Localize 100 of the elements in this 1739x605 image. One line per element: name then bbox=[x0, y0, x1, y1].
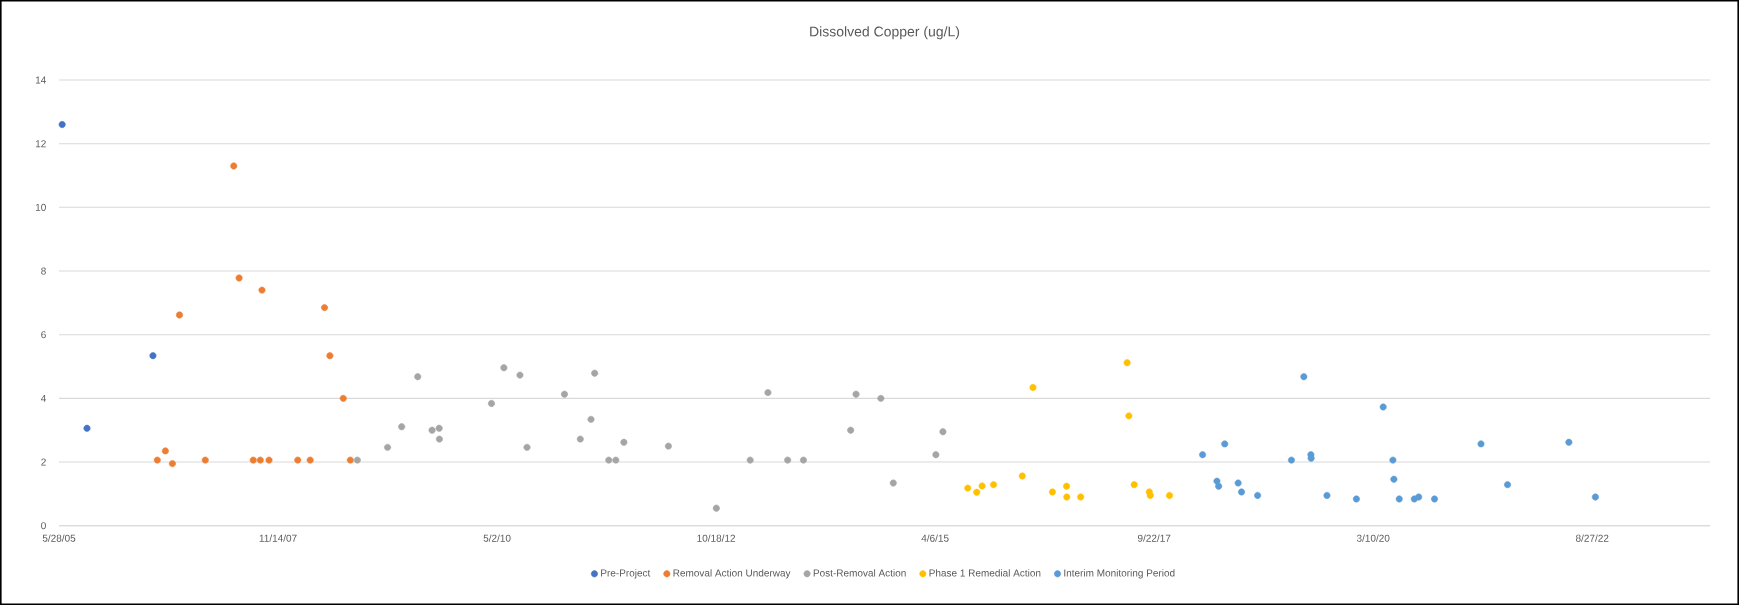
point bbox=[1390, 475, 1398, 483]
point bbox=[1221, 440, 1229, 448]
y-tick-label: 12 bbox=[35, 140, 46, 148]
point bbox=[161, 447, 169, 455]
point bbox=[1352, 495, 1360, 503]
point bbox=[1323, 491, 1331, 499]
point bbox=[1215, 482, 1223, 490]
point bbox=[1504, 481, 1511, 489]
point bbox=[1238, 488, 1245, 496]
point bbox=[1018, 472, 1026, 480]
point bbox=[1077, 493, 1085, 501]
point bbox=[1300, 373, 1308, 381]
point bbox=[500, 364, 508, 372]
point bbox=[1379, 403, 1387, 411]
point bbox=[746, 456, 754, 464]
point bbox=[889, 479, 897, 487]
point bbox=[168, 460, 176, 468]
point bbox=[620, 438, 628, 446]
point bbox=[321, 304, 328, 312]
y-tick-label: 8 bbox=[41, 267, 46, 275]
point bbox=[488, 399, 495, 407]
point bbox=[1254, 491, 1262, 499]
point bbox=[973, 488, 981, 496]
x-tick-label: 3/10/20 bbox=[1356, 534, 1390, 542]
point bbox=[1415, 493, 1423, 501]
point bbox=[235, 274, 243, 282]
point bbox=[258, 286, 266, 294]
point bbox=[1166, 491, 1173, 499]
legend-label: Post-Removal Action bbox=[813, 569, 906, 577]
x-tick-label: 5/2/10 bbox=[483, 534, 511, 542]
point bbox=[852, 390, 860, 398]
point bbox=[339, 394, 347, 402]
point bbox=[435, 435, 443, 443]
x-tick-label: 11/14/07 bbox=[259, 534, 297, 542]
legend-label: Pre-Project bbox=[601, 569, 651, 579]
point bbox=[964, 484, 972, 492]
point bbox=[1063, 493, 1071, 501]
y-tick-label: 0 bbox=[41, 522, 46, 530]
y-tick-label: 6 bbox=[41, 331, 46, 339]
point bbox=[1130, 481, 1138, 489]
point bbox=[1199, 451, 1207, 459]
point bbox=[294, 456, 302, 464]
point bbox=[1063, 482, 1071, 490]
point bbox=[1029, 384, 1037, 391]
point bbox=[877, 394, 885, 402]
point bbox=[346, 456, 354, 464]
y-tick-label: 4 bbox=[40, 394, 47, 402]
point bbox=[428, 426, 436, 434]
x-tick-label: 5/28/05 bbox=[42, 534, 76, 542]
point bbox=[712, 504, 720, 512]
point bbox=[306, 456, 314, 464]
point bbox=[149, 352, 157, 360]
x-tick-label: 4/6/15 bbox=[921, 534, 949, 542]
point bbox=[516, 371, 524, 379]
point bbox=[256, 456, 264, 464]
point bbox=[1565, 438, 1573, 446]
point bbox=[978, 482, 986, 490]
point bbox=[1591, 493, 1599, 501]
point bbox=[847, 426, 855, 434]
point bbox=[326, 352, 334, 360]
point bbox=[1287, 456, 1295, 464]
point bbox=[1048, 488, 1056, 496]
y-tick-label: 10 bbox=[35, 203, 46, 211]
legend-label: Phase 1 Remedial Action bbox=[929, 569, 1041, 577]
point bbox=[414, 373, 422, 381]
point bbox=[1125, 412, 1133, 420]
point bbox=[201, 456, 209, 464]
point bbox=[605, 456, 613, 464]
point bbox=[932, 451, 940, 459]
point bbox=[939, 428, 947, 436]
y-tick-label: 14 bbox=[35, 76, 47, 84]
point bbox=[230, 162, 238, 170]
point bbox=[587, 415, 595, 423]
point bbox=[1431, 495, 1438, 503]
point bbox=[800, 456, 807, 464]
point bbox=[153, 456, 161, 464]
point bbox=[784, 456, 792, 464]
point bbox=[265, 456, 273, 464]
point bbox=[523, 443, 531, 451]
point bbox=[612, 456, 620, 464]
legend-label: Interim Monitoring Period bbox=[1064, 569, 1175, 579]
point bbox=[249, 456, 257, 464]
point bbox=[1234, 479, 1242, 487]
point bbox=[398, 423, 406, 431]
point bbox=[435, 424, 443, 432]
point bbox=[176, 311, 183, 319]
point bbox=[83, 424, 91, 432]
x-tick-label: 10/18/12 bbox=[697, 534, 736, 542]
y-tick-label: 2 bbox=[41, 458, 46, 466]
legend-label: Removal Action Underway bbox=[673, 569, 791, 579]
point bbox=[990, 481, 998, 489]
point bbox=[561, 390, 568, 398]
x-tick-label: 8/27/22 bbox=[1575, 534, 1609, 542]
point bbox=[764, 389, 772, 397]
point bbox=[58, 121, 66, 129]
chart-title: Dissolved Copper (ug/L) bbox=[810, 26, 960, 40]
point bbox=[1389, 456, 1397, 464]
point bbox=[576, 435, 584, 443]
point bbox=[384, 443, 392, 451]
point bbox=[1123, 359, 1131, 367]
